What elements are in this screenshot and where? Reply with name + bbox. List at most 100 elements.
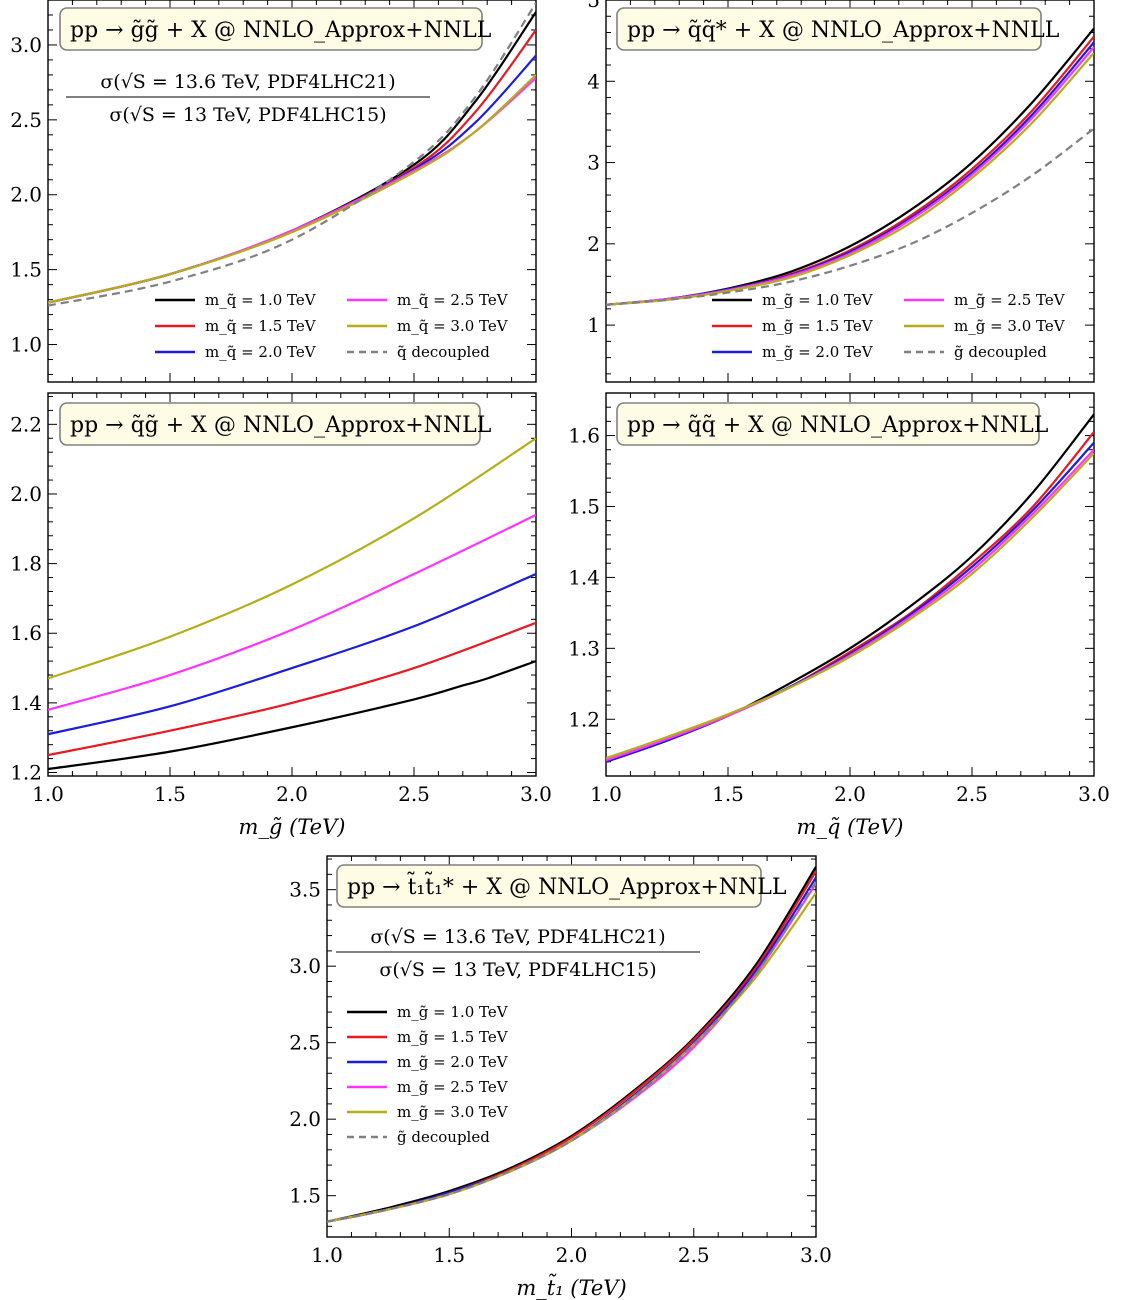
legend-label: m_g̃ = 2.5 TeV xyxy=(954,291,1066,309)
series-line-5 xyxy=(606,127,1094,306)
series-line-4 xyxy=(48,74,536,304)
legend-label: m_g̃ = 2.0 TeV xyxy=(762,343,874,361)
series-line-1 xyxy=(327,870,816,1223)
y-tick-label: 2.0 xyxy=(10,482,42,506)
panel-stop: 1.5 2.0 2.5 3.0 3.5 1.0 1.5 2.0 2.5 3.0 m_t̃₁ (TeV… xyxy=(289,855,832,1300)
series-line-0 xyxy=(327,866,816,1223)
legend-label: m_g̃ = 1.5 TeV xyxy=(397,1028,509,1046)
legend-label: m_g̃ = 2.5 TeV xyxy=(397,1078,509,1096)
x-tick-label: 3.0 xyxy=(800,1243,832,1267)
y-tick-label: 1.8 xyxy=(10,552,42,576)
series-line-5 xyxy=(327,881,816,1223)
y-tick-label: 5 xyxy=(587,0,600,12)
legend-label: g̃ decoupled xyxy=(397,1128,490,1146)
y-tick-label: 1.5 xyxy=(568,494,600,518)
y-tick-label: 2.0 xyxy=(10,183,42,207)
x-tick-label: 3.0 xyxy=(520,782,552,806)
legend-label: m_g̃ = 1.5 TeV xyxy=(762,317,874,335)
legend-label: m_g̃ = 2.0 TeV xyxy=(397,1053,509,1071)
panel-gg: 1.0 1.5 2.0 2.5 3.0 pp → g̃g̃ + X @ NNLO_Appr… xyxy=(10,0,537,383)
y-tick-label: 3.0 xyxy=(289,954,321,978)
y-tick-label: 2.2 xyxy=(10,412,42,436)
y-tick-label: 1.3 xyxy=(568,636,600,660)
x-tick-label: 1.0 xyxy=(32,782,64,806)
ratio-numerator: σ(√S = 13.6 TeV, PDF4LHC21) xyxy=(100,71,395,93)
series-line-5 xyxy=(48,2,536,307)
legend-label: g̃ decoupled xyxy=(954,343,1047,361)
series-line-3 xyxy=(48,513,536,711)
y-tick-label: 2.5 xyxy=(10,108,42,132)
process-label-box xyxy=(59,7,483,51)
series-line-4 xyxy=(48,437,536,680)
x-tick-label: 1.0 xyxy=(590,782,622,806)
legend-label: q̃ decoupled xyxy=(397,343,490,361)
y-tick-label: 1.6 xyxy=(10,621,42,645)
process-label-box xyxy=(616,402,1040,446)
legend-label: m_q̃ = 1.0 TeV xyxy=(205,291,317,309)
series-line-4 xyxy=(606,52,1094,306)
x-tick-label: 3.0 xyxy=(1078,782,1110,806)
process-label: pp → q̃q̃ + X @ NNLO_Approx+NNLL xyxy=(627,413,1049,438)
x-tick-label: 2.5 xyxy=(956,782,988,806)
series-line-4 xyxy=(606,452,1094,760)
y-tick-label: 1.5 xyxy=(289,1184,321,1208)
ratio-denominator: σ(√S = 13 TeV, PDF4LHC15) xyxy=(109,104,386,126)
series-line-1 xyxy=(606,431,1094,763)
y-tick-label: 1.4 xyxy=(10,691,42,715)
ratio-numerator: σ(√S = 13.6 TeV, PDF4LHC21) xyxy=(370,926,665,948)
x-axis-label: m_g̃ (TeV) xyxy=(239,815,346,839)
x-axis-label: m_q̃ (TeV) xyxy=(797,815,904,839)
y-tick-label: 3 xyxy=(587,151,600,175)
process-label-box xyxy=(59,402,481,446)
y-tick-label: 4 xyxy=(587,69,600,93)
x-tick-label: 2.5 xyxy=(678,1243,710,1267)
series-line-0 xyxy=(606,27,1094,306)
panel-qg: 1.2 1.4 1.6 1.8 2.0 2.2 1.0 1.5 2.0 2.5 3.0 m_g̃ (T… xyxy=(10,392,552,839)
series-line-1 xyxy=(606,35,1094,306)
x-tick-label: 1.5 xyxy=(712,782,744,806)
y-tick-label: 3.0 xyxy=(10,33,42,57)
legend-label: m_g̃ = 3.0 TeV xyxy=(397,1103,509,1121)
legend-label: m_q̃ = 3.0 TeV xyxy=(397,317,509,335)
series-line-2 xyxy=(606,441,1094,763)
ratio-denominator: σ(√S = 13 TeV, PDF4LHC15) xyxy=(379,959,656,981)
legend-label: m_g̃ = 1.0 TeV xyxy=(397,1003,509,1021)
x-tick-label: 1.5 xyxy=(154,782,186,806)
x-tick-label: 2.0 xyxy=(556,1243,588,1267)
legend-label: m_q̃ = 2.0 TeV xyxy=(205,343,317,361)
x-tick-label: 1.0 xyxy=(311,1243,343,1267)
process-label: pp → g̃g̃ + X @ NNLO_Approx+NNLL xyxy=(70,18,492,43)
legend-label: m_q̃ = 2.5 TeV xyxy=(397,291,509,309)
series-line-0 xyxy=(606,413,1094,763)
y-tick-label: 1 xyxy=(587,313,600,337)
series-line-0 xyxy=(48,660,536,771)
process-label: pp → q̃g̃ + X @ NNLO_Approx+NNLL xyxy=(70,413,492,438)
y-tick-label: 3.5 xyxy=(289,878,321,902)
series-line-0 xyxy=(48,11,536,304)
process-label: pp → t̃₁t̃₁* + X @ NNLO_Approx+NNLL xyxy=(347,870,787,900)
x-tick-label: 1.5 xyxy=(433,1243,465,1267)
series-line-3 xyxy=(606,448,1094,762)
process-label-box xyxy=(336,864,762,908)
process-label-box xyxy=(616,7,1042,51)
series-line-2 xyxy=(48,573,536,736)
x-axis-label: m_t̃₁ (TeV) xyxy=(516,1273,626,1300)
y-tick-label: 1.2 xyxy=(10,761,42,785)
y-tick-label: 2.0 xyxy=(289,1107,321,1131)
legend-label: m_g̃ = 1.0 TeV xyxy=(762,291,874,309)
y-tick-label: 1.5 xyxy=(10,258,42,282)
plot-frame xyxy=(605,392,1095,777)
panel-qqbar: 1 2 3 4 5 pp → q̃q̃* + X @ NNLO_Approx+NNLL m_… xyxy=(587,0,1095,383)
legend-label: m_q̃ = 1.5 TeV xyxy=(205,317,317,335)
x-tick-label: 2.5 xyxy=(398,782,430,806)
y-tick-label: 1.6 xyxy=(568,424,600,448)
legend-label: m_g̃ = 3.0 TeV xyxy=(954,317,1066,335)
y-tick-label: 2.5 xyxy=(289,1031,321,1055)
panel-qq: 1.2 1.3 1.4 1.5 1.6 1.0 1.5 2.0 2.5 3.0 m_q̃ (TeV)… xyxy=(568,392,1110,839)
y-tick-label: 1.4 xyxy=(568,565,600,589)
x-tick-label: 2.0 xyxy=(834,782,866,806)
y-tick-label: 2 xyxy=(587,232,600,256)
x-tick-label: 2.0 xyxy=(276,782,308,806)
y-tick-label: 1.2 xyxy=(568,707,600,731)
